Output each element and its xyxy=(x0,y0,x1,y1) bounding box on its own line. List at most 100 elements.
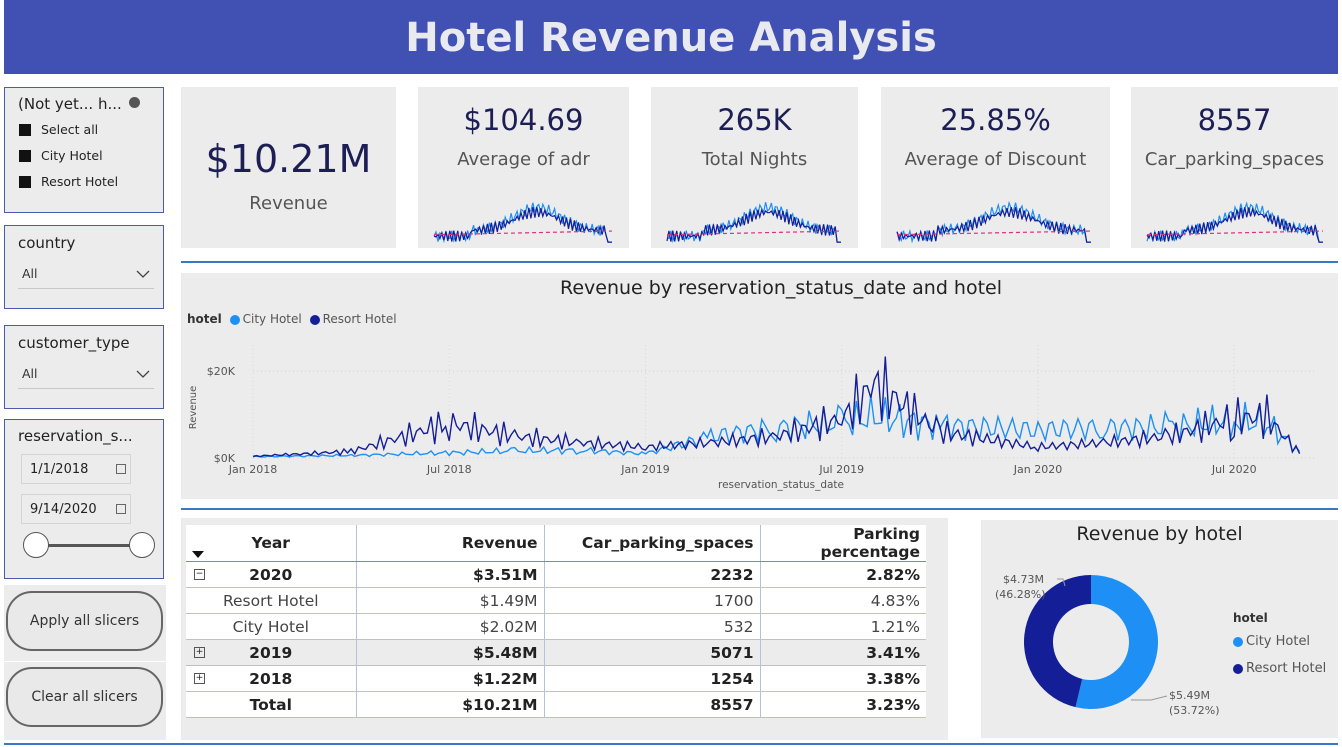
customer-type-dropdown[interactable]: All xyxy=(18,359,154,389)
hotel-option-city[interactable]: City Hotel xyxy=(19,148,103,163)
line-chart-panel[interactable]: Revenue by reservation_status_date and h… xyxy=(181,273,1338,499)
kpi-value: 25.85% xyxy=(940,103,1051,137)
expand-icon[interactable]: + xyxy=(194,647,205,658)
hotel-slicer[interactable]: (Not yet... h... Select all City Hotel R… xyxy=(4,87,164,213)
kpi-label: Total Nights xyxy=(701,149,808,170)
leader-line xyxy=(1057,578,1066,587)
calendar-icon[interactable] xyxy=(116,464,126,474)
revenue-matrix[interactable]: Year Revenue Car_parking_spaces Parking … xyxy=(186,525,926,718)
checkbox-icon[interactable] xyxy=(19,149,31,162)
kpi-value: $104.69 xyxy=(463,103,584,137)
sort-down-icon[interactable] xyxy=(192,551,204,558)
y-tick-label: $0K xyxy=(214,452,236,465)
slicer-panel-toolbar xyxy=(70,72,160,80)
donut-chart-panel[interactable]: Revenue by hotel $4.73M (46.28%) $5.49M … xyxy=(981,520,1338,738)
column-header-parking[interactable]: Car_parking_spaces xyxy=(544,525,761,562)
sparkline xyxy=(896,200,1092,243)
x-tick-label: Jan 2018 xyxy=(228,463,277,476)
sparkline-series xyxy=(1146,206,1323,243)
sparkline-trend xyxy=(896,230,1092,236)
column-header-year[interactable]: Year xyxy=(186,525,357,562)
date-range-handle-end[interactable] xyxy=(129,532,155,558)
sparkline-series xyxy=(896,206,1091,243)
series-line-resort-hotel[interactable] xyxy=(252,356,1301,458)
checkbox-icon[interactable] xyxy=(19,175,31,188)
column-header-revenue[interactable]: Revenue xyxy=(356,525,545,562)
x-tick-label: Jan 2020 xyxy=(1013,463,1062,476)
sparkline xyxy=(666,202,842,243)
y-axis-label: Revenue xyxy=(188,386,199,430)
x-tick-label: Jul 2020 xyxy=(1211,463,1257,476)
collapse-icon[interactable]: − xyxy=(194,569,205,580)
expand-icon[interactable]: + xyxy=(194,673,205,684)
sparkline xyxy=(1146,201,1324,243)
series-line-city-hotel[interactable] xyxy=(252,395,1301,458)
divider xyxy=(181,261,1338,263)
reservation-date-slicer[interactable]: reservation_s... 1/1/2018 9/14/2020 xyxy=(4,419,164,579)
donut-chart-title: Revenue by hotel xyxy=(1076,523,1243,545)
hotel-option-resort[interactable]: Resort Hotel xyxy=(19,174,118,189)
kpi-card-adr: $104.69 Average of adr xyxy=(418,87,629,248)
sparkline-series xyxy=(896,200,1091,243)
end-date-input[interactable]: 9/14/2020 xyxy=(21,494,131,524)
table-row[interactable]: City Hotel $2.02M 532 1.21% xyxy=(186,613,926,640)
kpi-value: $10.21M xyxy=(205,137,372,181)
donut-label-city: $5.49M (53.72%) xyxy=(1169,689,1220,717)
country-slicer[interactable]: country All xyxy=(4,225,164,309)
page-title: Hotel Revenue Analysis xyxy=(4,0,1338,74)
kpi-label: Average of adr xyxy=(457,149,590,170)
checkbox-icon[interactable] xyxy=(19,123,31,136)
customer-type-slicer-title: customer_type xyxy=(18,334,130,352)
clear-all-slicers-button[interactable]: Clear all slicers xyxy=(6,667,163,727)
country-dropdown[interactable]: All xyxy=(18,259,154,289)
divider xyxy=(4,743,1338,745)
sparkline-trend xyxy=(433,230,613,236)
apply-all-slicers-button[interactable]: Apply all slicers xyxy=(6,591,163,651)
line-chart-legend: hotel City Hotel Resort Hotel xyxy=(187,312,397,326)
legend-dot-resort xyxy=(309,314,320,325)
date-range-handle-start[interactable] xyxy=(23,532,49,558)
kpi-card-nights: 265K Total Nights xyxy=(651,87,858,248)
table-row[interactable]: Resort Hotel $1.49M 1700 4.83% xyxy=(186,587,926,614)
donut-slice-resort-hotel[interactable] xyxy=(1024,575,1091,708)
table-total-row[interactable]: Total $10.21M 8557 3.23% xyxy=(186,691,926,718)
legend-item-city: City Hotel xyxy=(1233,628,1326,655)
legend-dot-city xyxy=(229,314,240,325)
start-date-input[interactable]: 1/1/2018 xyxy=(21,454,131,484)
calendar-icon[interactable] xyxy=(116,504,126,514)
legend-title: hotel xyxy=(187,312,222,326)
customer-type-slicer[interactable]: customer_type All xyxy=(4,325,164,409)
sparkline-series xyxy=(433,206,612,243)
donut-slice-city-hotel[interactable] xyxy=(1075,575,1159,709)
clock-icon xyxy=(129,97,140,108)
hotel-slicer-title: (Not yet... h... xyxy=(18,95,122,113)
table-row[interactable]: −2020 $3.51M 2232 2.82% xyxy=(186,561,926,588)
leader-line xyxy=(1131,695,1168,701)
donut-label-resort: $4.73M (46.28%) xyxy=(995,573,1046,601)
kpi-value: 265K xyxy=(717,103,792,137)
sparkline-trend xyxy=(1146,230,1324,236)
x-tick-label: Jul 2018 xyxy=(426,463,472,476)
legend-dot-resort xyxy=(1233,663,1243,674)
sparkline-series xyxy=(1146,201,1323,243)
reservation-date-slicer-title: reservation_s... xyxy=(18,427,133,445)
kpi-value: 8557 xyxy=(1197,103,1272,137)
line-chart-title: Revenue by reservation_status_date and h… xyxy=(559,277,1003,299)
hotel-option-select-all[interactable]: Select all xyxy=(19,122,98,137)
table-row[interactable]: +2018 $1.22M 1254 3.38% xyxy=(186,665,926,692)
legend-item-resort: Resort Hotel xyxy=(1233,655,1326,682)
table-row[interactable]: +2019 $5.48M 5071 3.41% xyxy=(186,639,926,666)
column-header-percentage[interactable]: Parking percentage xyxy=(760,525,926,562)
legend-label-resort: Resort Hotel xyxy=(322,312,397,326)
chevron-down-icon xyxy=(136,270,150,278)
kpi-label: Car_parking_spaces xyxy=(1144,149,1325,170)
country-slicer-title: country xyxy=(18,234,76,252)
donut-legend: hotel City Hotel Resort Hotel xyxy=(1233,608,1326,682)
sparkline-trend xyxy=(666,230,842,236)
kpi-label: Revenue xyxy=(249,193,328,214)
kpi-card-revenue: $10.21M Revenue xyxy=(181,87,396,248)
donut-chart-plot[interactable] xyxy=(981,520,1221,738)
legend-title: hotel xyxy=(1233,611,1268,625)
kpi-card-discount: 25.85% Average of Discount xyxy=(881,87,1110,248)
